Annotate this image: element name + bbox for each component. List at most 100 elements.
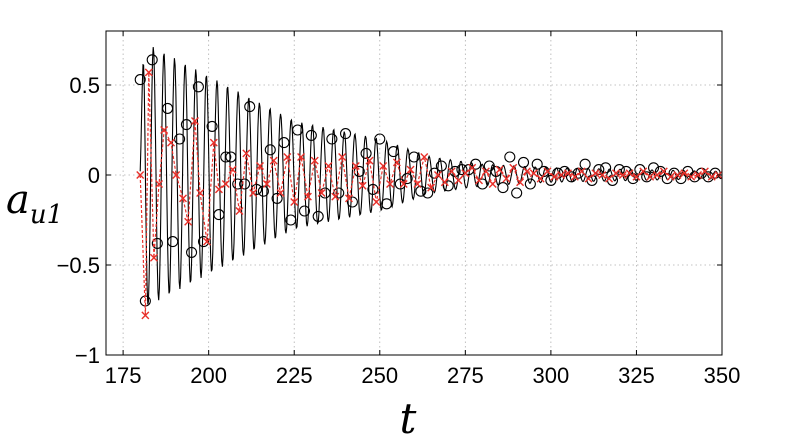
marker-cross [509, 163, 518, 172]
x-tick-label: 325 [618, 363, 655, 388]
marker-cross [214, 185, 223, 194]
marker-cross [584, 174, 593, 183]
marker-cross [707, 172, 716, 181]
y-tick-label: −1 [75, 343, 100, 368]
marker-circle [648, 162, 660, 174]
marker-circle [367, 183, 379, 195]
marker-circle [225, 151, 237, 163]
marker-cross [149, 253, 158, 262]
marker-cross [338, 153, 347, 161]
marker-cross [303, 192, 312, 201]
marker-cross [502, 174, 511, 183]
marker-cross [577, 167, 586, 176]
x-tick-label: 300 [533, 363, 570, 388]
marker-circle [346, 196, 358, 208]
plot-frame [105, 30, 723, 356]
marker-circle [600, 162, 612, 174]
marker-cross-stroke [516, 178, 525, 187]
marker-cross [221, 180, 230, 188]
marker-cross-stroke [310, 156, 319, 165]
marker-cross-stroke [646, 172, 655, 181]
marker-cross-stroke [502, 174, 511, 183]
marker-cross [155, 180, 164, 188]
marker-cross [461, 169, 470, 178]
marker-cross [557, 171, 566, 179]
marker-cross [598, 171, 607, 179]
marker-cross [392, 158, 401, 167]
marker-cross-stroke [495, 165, 504, 174]
marker-cross-stroke [338, 153, 347, 161]
marker-cross [358, 181, 367, 190]
marker-circle [264, 144, 276, 156]
marker-circle [271, 192, 283, 204]
marker-cross [536, 174, 545, 183]
marker-cross-stroke [564, 169, 572, 178]
x-axis-label: t [400, 394, 417, 436]
plot-area [134, 47, 723, 320]
marker-cross [297, 153, 306, 161]
marker-cross [543, 167, 552, 176]
marker-cross [605, 174, 614, 183]
marker-cross [522, 167, 531, 176]
marker-cross [413, 180, 422, 188]
marker-cross [136, 171, 145, 179]
marker-cross [331, 192, 340, 201]
marker-cross-stroke [488, 180, 497, 188]
marker-circle [641, 171, 653, 183]
marker-cross [687, 172, 696, 181]
marker-cross-stroke [632, 172, 641, 181]
marker-circle [285, 214, 297, 226]
marker-cross [290, 198, 299, 206]
marker-cross-stroke [331, 192, 340, 201]
marker-circle [333, 187, 345, 199]
marker-circle [470, 158, 482, 170]
marker-cross [262, 180, 271, 188]
marker-circle [524, 178, 536, 190]
marker-cross-stroke [392, 158, 401, 167]
marker-circle [162, 102, 174, 114]
marker-cross [529, 169, 538, 178]
marker-cross-stroke [249, 189, 258, 197]
marker-cross [570, 172, 579, 181]
marker-cross-stroke [543, 167, 552, 176]
y-tick-label: −0.5 [57, 253, 100, 278]
marker-cross [618, 171, 627, 179]
marker-cross-stroke [179, 194, 187, 203]
marker-circle [257, 185, 269, 197]
marker-cross-stroke [639, 167, 648, 176]
marker-cross [680, 169, 689, 178]
marker-cross-stroke [611, 169, 620, 178]
marker-circle [579, 158, 591, 170]
marker-circle [146, 54, 158, 66]
marker-cross [447, 167, 456, 176]
marker-circle [292, 124, 304, 136]
marker-cross [550, 172, 559, 181]
marker-cross-stroke [214, 185, 223, 194]
marker-cross-stroke [652, 171, 661, 179]
marker-cross-stroke [625, 169, 634, 178]
marker-cross-stroke [666, 172, 675, 181]
x-tick-label: 200 [190, 363, 227, 388]
marker-cross-stroke [550, 172, 559, 181]
marker-circle [387, 146, 400, 158]
marker-cross-stroke [358, 181, 367, 190]
marker-cross-stroke [149, 253, 158, 262]
marker-cross-stroke [399, 180, 408, 188]
marker-cross [141, 311, 150, 320]
marker-cross-stroke [144, 68, 153, 77]
marker-circle [174, 133, 186, 145]
marker-cross [646, 172, 655, 181]
marker-circle [340, 128, 352, 140]
marker-circle [394, 178, 406, 190]
marker-circle [326, 133, 338, 145]
marker-cross [564, 169, 572, 178]
marker-cross [625, 169, 634, 178]
marker-circle [220, 151, 232, 163]
marker-cross [495, 165, 504, 174]
marker-cross-stroke [529, 169, 538, 178]
y-axis-label: au1 [6, 177, 63, 230]
marker-cross [276, 189, 285, 197]
marker-cross [179, 194, 187, 203]
marker-cross-stroke [413, 180, 422, 188]
marker-cross-stroke [365, 156, 374, 165]
